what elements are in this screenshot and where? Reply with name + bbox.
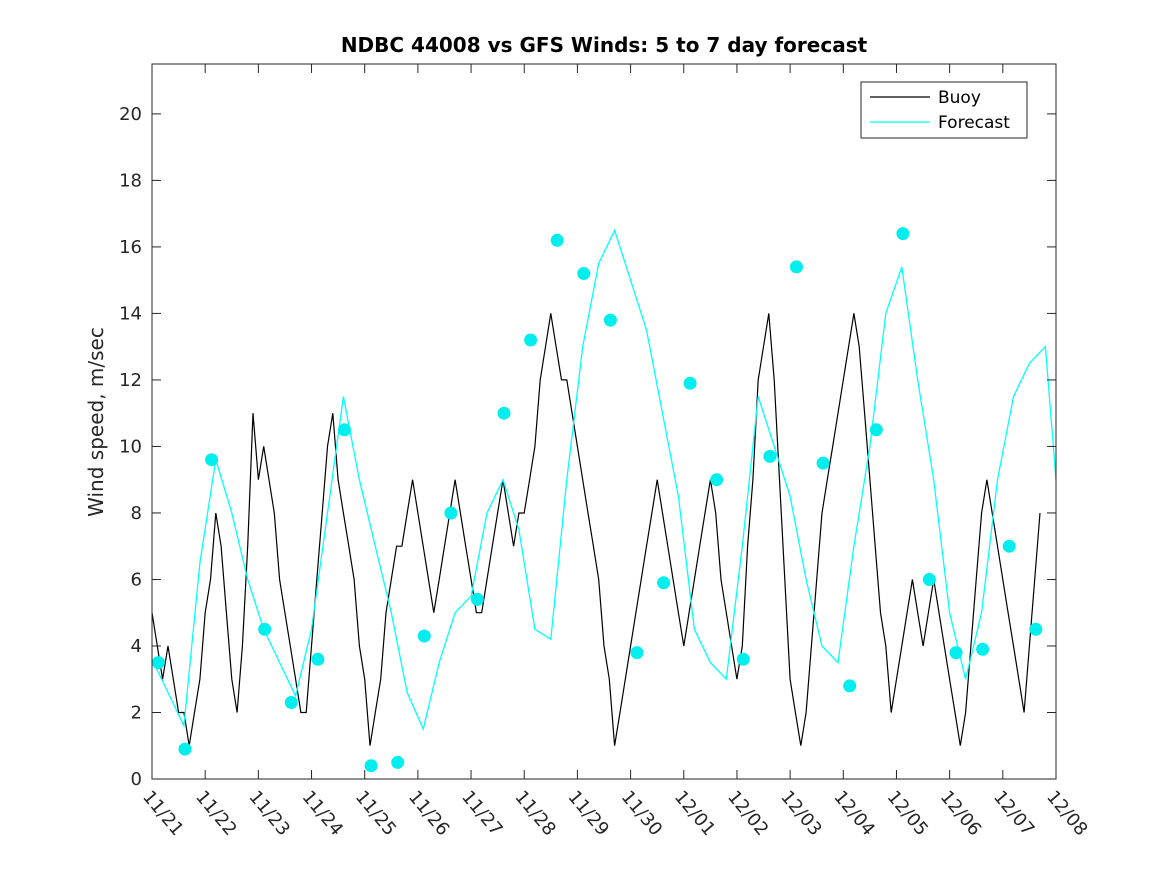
y-tick-label: 0	[131, 769, 142, 790]
forecast-marker	[364, 759, 378, 773]
chart-title: NDBC 44008 vs GFS Winds: 5 to 7 day fore…	[341, 33, 868, 57]
x-tick-label: 11/21	[138, 787, 187, 840]
forecast-marker	[1002, 539, 1016, 553]
forecast-marker	[763, 449, 777, 463]
x-tick-label: 12/06	[936, 787, 985, 840]
y-tick-label: 8	[131, 503, 142, 524]
forecast-marker	[603, 313, 617, 327]
y-tick-label: 4	[131, 636, 142, 657]
y-tick-label: 20	[119, 104, 142, 125]
x-tick-label: 11/22	[191, 787, 240, 840]
series-group	[152, 228, 1056, 746]
x-tick-label: 12/07	[989, 787, 1038, 840]
y-tick-label: 16	[119, 237, 142, 258]
x-tick-label: 12/02	[723, 787, 772, 840]
forecast-marker	[683, 376, 697, 390]
x-tick-label: 11/27	[457, 787, 506, 840]
forecast-marker	[710, 473, 724, 487]
y-axis-label: Wind speed, m/sec	[84, 327, 108, 517]
x-tick-label: 11/26	[404, 787, 453, 840]
forecast-marker	[1029, 622, 1043, 636]
forecast-marker	[497, 406, 511, 420]
y-tick-label: 18	[119, 170, 142, 191]
legend-label-forecast: Forecast	[938, 113, 1010, 133]
x-axis: 11/21 11/22 11/23 11/24 11/25 11/26 11/27 11/28…	[138, 64, 1092, 840]
forecast-marker	[949, 646, 963, 660]
legend-label-buoy: Buoy	[938, 88, 981, 108]
forecast-marker	[657, 576, 671, 590]
x-tick-label: 12/03	[776, 787, 825, 840]
forecast-marker	[843, 679, 857, 693]
forecast-marker	[311, 652, 325, 666]
forecast-marker	[577, 267, 591, 280]
forecast-marker	[151, 656, 165, 670]
forecast-marker	[896, 227, 910, 241]
forecast-marker	[444, 506, 458, 520]
forecast-marker	[284, 696, 298, 709]
y-tick-label: 14	[119, 303, 142, 324]
forecast-marker	[338, 423, 351, 437]
x-tick-label: 11/30	[617, 787, 666, 840]
y-tick-label: 12	[119, 370, 142, 391]
forecast-marker	[790, 260, 803, 274]
x-tick-label: 11/28	[510, 787, 559, 840]
forecast-marker	[816, 456, 830, 470]
x-tick-label: 12/05	[883, 787, 932, 840]
forecast-marker	[178, 742, 192, 756]
forecast-marker	[869, 423, 883, 437]
forecast-marker	[736, 652, 750, 666]
y-tick-label: 10	[119, 436, 142, 457]
forecast-markers	[151, 227, 1043, 773]
plot-area-frame	[151, 63, 1057, 780]
legend-box	[860, 81, 1028, 139]
forecast-marker	[976, 642, 990, 656]
forecast-marker	[258, 622, 272, 636]
forecast-marker	[417, 629, 431, 643]
series-line-buoy	[152, 313, 1041, 746]
y-tick-label: 2	[131, 702, 142, 723]
x-tick-label: 11/25	[351, 787, 400, 840]
x-tick-label: 12/04	[829, 787, 878, 840]
x-tick-label: 12/01	[670, 787, 719, 840]
forecast-marker	[205, 453, 219, 467]
legend: Buoy Forecast	[860, 81, 1028, 139]
forecast-marker	[391, 755, 405, 769]
x-tick-label: 11/23	[245, 787, 294, 840]
forecast-marker	[550, 233, 564, 247]
forecast-marker	[470, 592, 484, 606]
forecast-marker	[630, 646, 644, 660]
series-line-forecast	[152, 228, 1056, 732]
y-tick-label: 6	[131, 569, 142, 590]
y-axis: 0 2 4 6 8 10 12 14 16 18 20	[119, 104, 1056, 790]
forecast-marker	[524, 333, 538, 347]
x-tick-label: 11/24	[298, 787, 347, 840]
forecast-marker	[922, 573, 936, 586]
x-tick-label: 11/29	[564, 787, 613, 840]
x-tick-label: 12/08	[1042, 787, 1091, 840]
